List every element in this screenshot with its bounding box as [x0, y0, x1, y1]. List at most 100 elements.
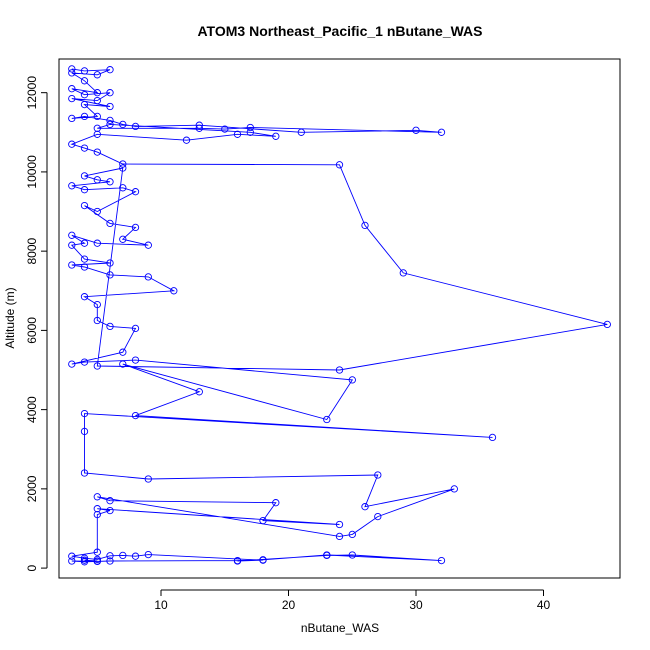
data-point [106, 497, 114, 505]
data-point [80, 100, 89, 109]
data-point [437, 128, 446, 136]
data-point [106, 552, 114, 560]
data-point [68, 69, 76, 77]
data-point [412, 126, 420, 134]
data-point [80, 112, 89, 121]
data-point [80, 293, 89, 301]
x-axis: 10 20 30 40 [154, 589, 551, 612]
data-point [348, 551, 356, 559]
data-point [93, 148, 101, 156]
data-point [106, 116, 114, 125]
data-point [93, 505, 101, 513]
data-point [272, 499, 280, 507]
x-tick-label: 30 [409, 598, 423, 612]
data-point [335, 532, 344, 541]
data-point [221, 125, 229, 133]
data-point [323, 551, 331, 559]
data-point [93, 316, 101, 325]
data-point [93, 362, 101, 370]
y-axis-label: Altitude (m) [3, 287, 17, 348]
data-point [80, 239, 89, 247]
data-point [335, 161, 344, 169]
data-point [93, 557, 101, 565]
data-point [144, 475, 152, 483]
data-point [93, 71, 101, 79]
y-axis: 0 2000 4000 6000 8000 10000 12000 [25, 76, 48, 571]
data-point [93, 96, 101, 105]
data-point [182, 136, 191, 144]
data-point [93, 89, 101, 97]
data-point [119, 360, 127, 368]
data-point [93, 548, 101, 556]
data-point [131, 552, 140, 560]
data-point [106, 557, 114, 565]
data-point [437, 556, 446, 565]
data-point [374, 512, 382, 521]
data-point [68, 182, 76, 190]
data-point [106, 89, 114, 97]
data-point [106, 178, 114, 186]
data-point [68, 360, 76, 368]
data-point [106, 322, 114, 331]
y-tick-label: 4000 [25, 396, 39, 423]
data-point [80, 201, 89, 210]
data-point [361, 503, 369, 511]
data-point [361, 221, 369, 230]
data-point [80, 144, 89, 152]
data-point [80, 263, 89, 271]
x-tick-label: 20 [282, 598, 296, 612]
y-tick-label: 12000 [25, 76, 39, 110]
data-point [106, 66, 114, 74]
data-point [374, 471, 382, 479]
data-point [68, 114, 76, 123]
series-layer [68, 65, 611, 566]
data-point [80, 67, 89, 75]
data-point [195, 124, 203, 132]
y-tick-label: 8000 [25, 237, 39, 264]
data-point [80, 554, 89, 562]
data-point [195, 121, 203, 129]
data-point [80, 172, 89, 180]
data-point [106, 102, 114, 111]
data-point [68, 557, 76, 565]
data-point [131, 223, 140, 232]
data-point [119, 160, 127, 168]
data-point [106, 271, 114, 279]
data-point [93, 130, 101, 138]
series-line [70, 68, 608, 563]
data-point [297, 128, 305, 136]
data-point [106, 120, 114, 129]
data-point [170, 287, 178, 295]
data-point [119, 164, 127, 172]
data-point [80, 91, 89, 99]
y-tick-label: 2000 [25, 475, 39, 502]
data-point [80, 427, 89, 436]
y-tick-label: 6000 [25, 317, 39, 344]
data-point [119, 348, 127, 356]
data-point [93, 112, 101, 121]
data-point [68, 552, 76, 560]
data-point [80, 409, 89, 418]
x-tick-label: 40 [537, 598, 551, 612]
data-point [399, 269, 407, 277]
chart-title: ATOM3 Northeast_Pacific_1 nButane_WAS [197, 23, 482, 39]
data-point [348, 376, 356, 384]
data-point [80, 469, 89, 477]
data-point [488, 433, 497, 442]
plot-frame [58, 58, 621, 579]
data-point [272, 132, 280, 140]
data-point [335, 520, 344, 529]
data-point [144, 241, 152, 249]
data-point [80, 186, 89, 194]
data-point [93, 510, 101, 519]
y-tick-label: 10000 [25, 155, 39, 189]
y-tick-label: 0 [25, 564, 39, 571]
data-point [80, 358, 89, 366]
data-point [80, 556, 89, 564]
data-point [323, 415, 331, 424]
data-point [119, 120, 127, 129]
data-point [68, 85, 76, 93]
data-point [131, 122, 140, 131]
data-point [335, 366, 344, 374]
data-point [195, 388, 203, 396]
